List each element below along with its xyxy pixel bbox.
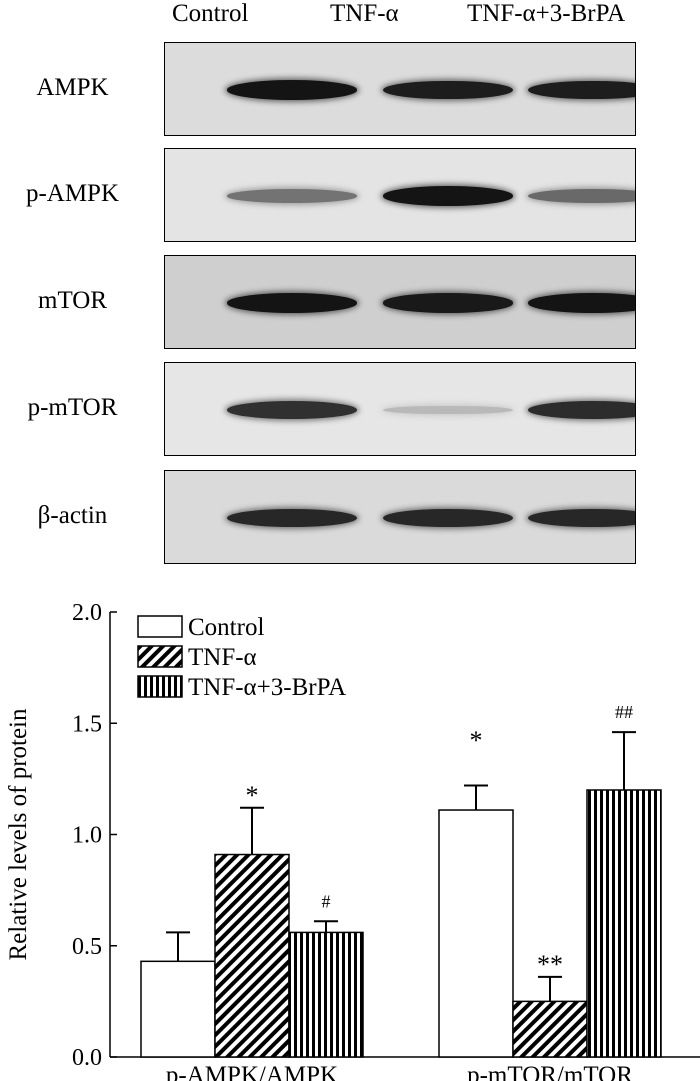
bar: [140, 960, 216, 1058]
significance-mark: #: [322, 891, 331, 911]
blot-band: [227, 508, 357, 528]
significance-mark: *: [470, 726, 483, 755]
blot-band: [528, 508, 635, 528]
legend-label: Control: [188, 614, 264, 641]
lane-label-tnf: TNF-α: [330, 0, 399, 27]
blot-band: [227, 293, 357, 313]
blot-band: [383, 508, 513, 528]
y-tick-label: 0.0: [72, 1045, 102, 1071]
blot-panel-actin: [164, 470, 636, 564]
blot-band: [227, 401, 357, 419]
significance-mark: **: [537, 950, 563, 979]
significance-mark: *: [246, 781, 259, 810]
lane-label-tnf-brpa: TNF-α+3-BrPA: [467, 0, 626, 27]
legend-swatch: [137, 645, 183, 668]
blot-band: [227, 189, 357, 203]
bar: [438, 809, 514, 1058]
x-category-label: p-AMPK/AMPK: [166, 1062, 338, 1081]
blot-band: [528, 80, 635, 100]
blot-band: [383, 293, 513, 313]
bar: [288, 931, 364, 1058]
blot-panel-mtor: [164, 255, 636, 349]
blot-band: [383, 80, 513, 100]
significance-mark: ##: [615, 702, 633, 722]
blot-band: [227, 80, 357, 100]
blot-panel-pampk: [164, 148, 636, 242]
y-tick-label: 1.0: [72, 823, 102, 849]
legend-label: TNF-α+3-BrPA: [188, 674, 346, 701]
blot-band: [383, 186, 513, 206]
x-category-label: p-mTOR/mTOR: [467, 1062, 633, 1081]
bar: [586, 789, 662, 1058]
blot-label-ampk: AMPK: [36, 74, 109, 101]
blot-label-pampk: p-AMPK: [25, 180, 120, 207]
bar: [214, 853, 290, 1058]
blot-band: [383, 405, 513, 415]
blot-panel-pmtor: [164, 362, 636, 456]
blot-label-mtor: mTOR: [38, 287, 107, 314]
blot-band: [528, 401, 635, 419]
bar: [512, 1000, 588, 1058]
bar-chart: 0.0 0.5 1.0 1.5 2.0 Relative levels of protei…: [5, 600, 700, 1081]
y-axis-label: Relative levels of protein: [5, 708, 32, 961]
blot-band: [528, 189, 635, 203]
blot-label-pmtor: p-mTOR: [27, 394, 118, 421]
y-tick-label: 0.5: [72, 934, 102, 960]
y-tick-label: 1.5: [72, 711, 102, 737]
legend-swatch: [137, 615, 183, 638]
blot-panel-ampk: [164, 42, 636, 136]
y-tick-label: 2.0: [72, 600, 102, 626]
legend-label: TNF-α: [188, 644, 257, 671]
lane-label-control: Control: [172, 0, 249, 27]
blot-label-actin: β-actin: [37, 502, 108, 529]
legend-swatch: [137, 675, 183, 698]
blot-band: [528, 293, 635, 313]
